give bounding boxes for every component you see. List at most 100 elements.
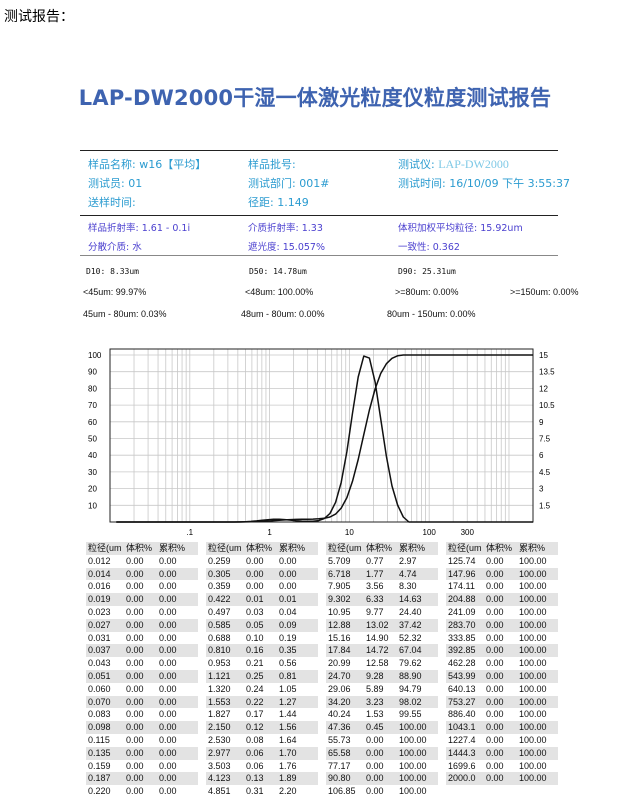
cumulative-cell: 100.00: [399, 722, 427, 733]
volume-cell: 0.00: [126, 581, 144, 592]
table-row: 204.88 0.00 100.00: [446, 593, 558, 606]
column-header: 累积%: [159, 543, 186, 553]
table-row: 0.012 0.00 0.00: [86, 555, 198, 568]
table-header: 粒径(um 体积% 累积%: [86, 542, 198, 555]
volume-cell: 0.00: [486, 683, 504, 694]
column-header: 体积%: [366, 543, 393, 553]
volume-cell: 9.77: [366, 606, 384, 617]
cumulative-cell: 100.00: [399, 786, 427, 797]
x-tick-label: 300: [461, 528, 475, 537]
size-cell: 0.051: [88, 670, 111, 681]
table-row: 29.06 5.89 94.79: [326, 683, 438, 696]
cumulative-cell: 100.00: [399, 773, 427, 784]
size-cell: 47.36: [328, 722, 351, 733]
table-row: 2.150 0.12 1.56: [206, 721, 318, 734]
size-cell: 5.709: [328, 555, 351, 566]
table-header: 粒径(um 体积% 累积%: [326, 542, 438, 555]
table-row: 1444.3 0.00 100.00: [446, 746, 558, 760]
cumulative-cell: 0.04: [279, 606, 297, 617]
table-row: 106.85 0.00 100.00: [326, 785, 438, 798]
cumulative-cell: 0.19: [279, 632, 297, 643]
volume-cell: 0.16: [246, 645, 264, 656]
table-row: 0.497 0.03 0.04: [206, 606, 318, 619]
range-48-80: 48um - 80um: 0.00%: [241, 309, 325, 319]
cumulative-cell: 14.63: [399, 594, 422, 605]
table-row: 640.13 0.00 100.00: [446, 683, 558, 696]
size-cell: 125.74: [448, 555, 476, 566]
table-row: 147.96 0.00 100.00: [446, 567, 558, 581]
table-row: 2.530 0.08 1.64: [206, 734, 318, 747]
volume-cell: 1.53: [366, 709, 384, 720]
column-header: 体积%: [486, 543, 513, 553]
uniformity: 一致性: 0.362: [398, 242, 460, 253]
table-row: 392.85 0.00 100.00: [446, 644, 558, 658]
y-right-tick-label: 15: [539, 351, 548, 360]
volume-cell: 0.00: [486, 734, 504, 745]
cumulative-cell: 0.00: [159, 619, 177, 630]
size-cell: 0.014: [88, 568, 111, 579]
cumulative-cell: 0.00: [159, 760, 177, 771]
volume-cell: 0.00: [246, 555, 264, 566]
volume-cell: 0.01: [246, 594, 264, 605]
submit-time: 送样时间:: [88, 196, 136, 209]
table-row: 0.259 0.00 0.00: [206, 555, 318, 568]
cumulative-cell: 0.00: [279, 568, 297, 579]
table-row: 20.99 12.58 79.62: [326, 657, 438, 670]
cumulative-cell: 100.00: [519, 670, 547, 681]
table-row: 40.24 1.53 99.55: [326, 708, 438, 721]
table-row: 0.305 0.00 0.00: [206, 567, 318, 581]
cumulative-cell: 67.04: [399, 645, 422, 656]
table-row: 24.70 9.28 88.90: [326, 669, 438, 683]
size-cell: 1444.3: [448, 747, 476, 758]
volume-cell: 0.00: [126, 568, 144, 579]
volume-cell: 0.00: [486, 747, 504, 758]
volume-cell: 0.00: [486, 568, 504, 579]
volume-cell: 0.00: [486, 773, 504, 784]
cumulative-cell: 0.09: [279, 619, 297, 630]
cumulative-cell: 94.79: [399, 683, 422, 694]
size-cell: 3.503: [208, 760, 231, 771]
size-cell: 0.159: [88, 760, 111, 771]
size-cell: 283.70: [448, 619, 476, 630]
size-cell: 0.305: [208, 568, 231, 579]
y-left-tick-label: 90: [88, 368, 97, 377]
column-header: 体积%: [246, 543, 273, 553]
particle-size-chart: .1 1 10 100 300 100 90 80 70 60 50 40 30 20 10 15 13.5 12…: [88, 348, 555, 537]
department: 测试部门: 001#: [248, 177, 330, 190]
table-row: 4.851 0.31 2.20: [206, 785, 318, 798]
volume-cell: 14.72: [366, 645, 389, 656]
volume-cell: 0.00: [366, 760, 384, 771]
volume-cell: 0.00: [246, 581, 264, 592]
size-cell: 0.953: [208, 658, 231, 669]
table-row: 0.031 0.00 0.00: [86, 632, 198, 645]
cumulative-cell: 0.00: [159, 645, 177, 656]
cumulative-cell: 79.62: [399, 658, 422, 669]
size-cell: 1227.4: [448, 734, 476, 745]
cumulative-cell: 100.00: [519, 555, 547, 566]
volume-cell: 0.00: [126, 760, 144, 771]
span: 径距: 1.149: [248, 196, 309, 209]
table-row: 0.585 0.05 0.09: [206, 618, 318, 632]
cumulative-cell: 100.00: [519, 606, 547, 617]
volume-cell: 0.00: [126, 594, 144, 605]
cumulative-cell: 0.00: [159, 555, 177, 566]
volume-cell: 0.00: [126, 555, 144, 566]
column-header: 粒径(um: [208, 543, 242, 553]
size-cell: 0.115: [88, 734, 110, 745]
cumulative-cell: 2.97: [399, 555, 417, 566]
cumulative-cell: 0.00: [159, 670, 177, 681]
y-right-tick-label: 7.5: [539, 435, 551, 444]
table-row: 283.70 0.00 100.00: [446, 618, 558, 632]
table-row: 1.553 0.22 1.27: [206, 695, 318, 709]
size-cell: 0.422: [208, 594, 231, 605]
size-cell: 1699.6: [448, 760, 476, 771]
size-cell: 0.497: [208, 606, 231, 617]
size-cell: 0.359: [208, 581, 231, 592]
cumulative-cell: 1.76: [279, 760, 297, 771]
cumulative-cell: 100.00: [519, 734, 547, 745]
column-header: 体积%: [126, 543, 153, 553]
volume-cell: 0.00: [126, 786, 144, 797]
cumulative-cell: 0.00: [279, 555, 297, 566]
size-cell: 29.06: [328, 683, 351, 694]
size-cell: 90.80: [328, 773, 351, 784]
